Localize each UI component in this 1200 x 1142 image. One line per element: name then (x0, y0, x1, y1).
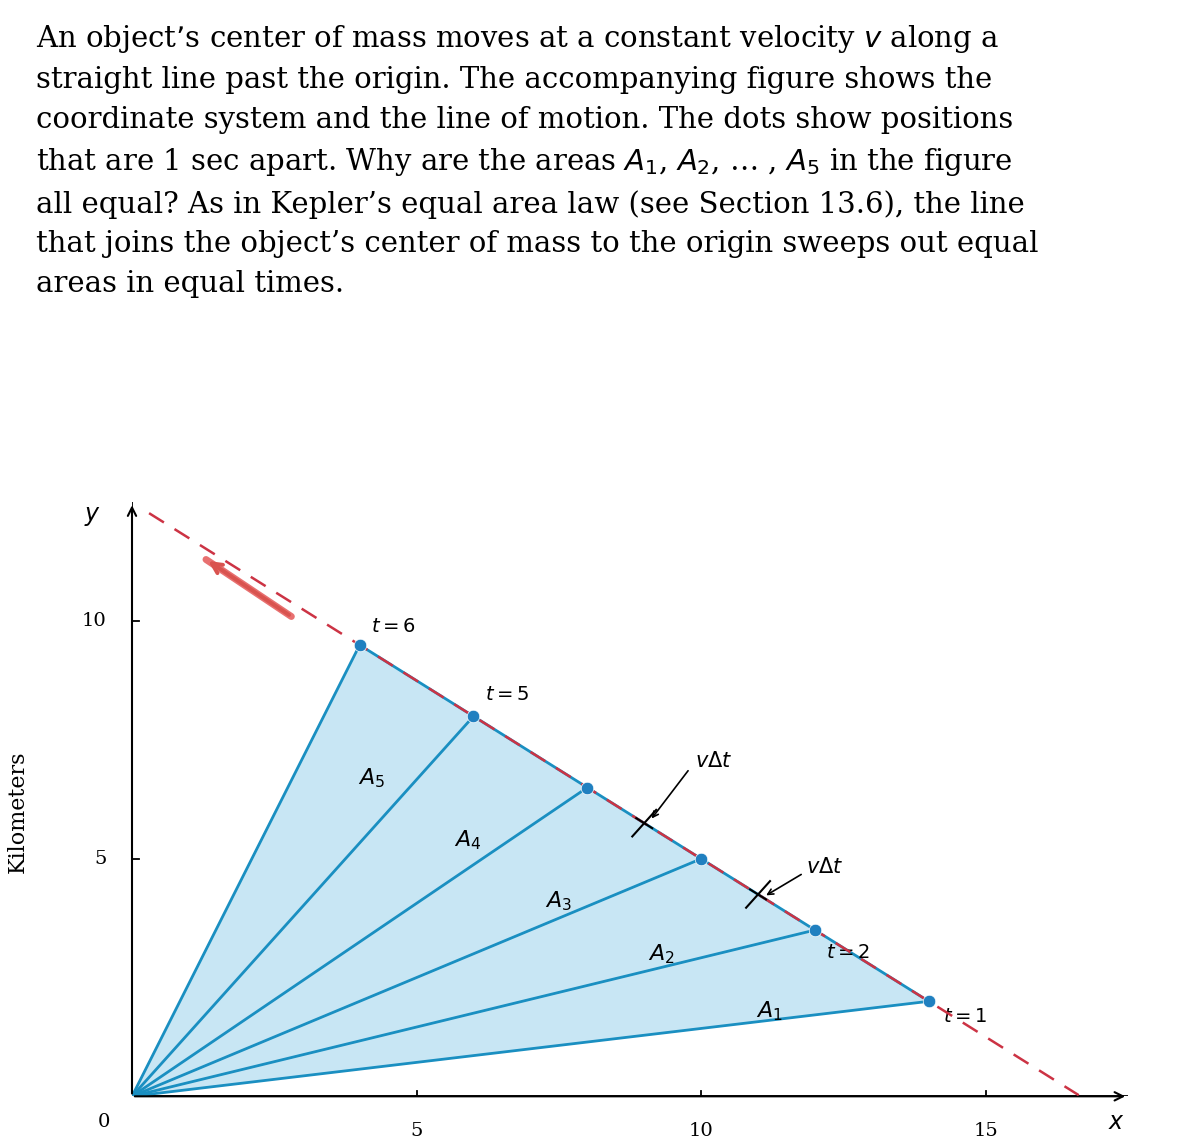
Text: $y$: $y$ (84, 505, 101, 529)
Polygon shape (132, 645, 474, 1096)
Text: An object’s center of mass moves at a constant velocity $v$ along a
straight lin: An object’s center of mass moves at a co… (36, 23, 1038, 298)
Text: $t = 6$: $t = 6$ (371, 618, 415, 635)
Text: $A_3$: $A_3$ (546, 890, 572, 914)
Text: $A_5$: $A_5$ (358, 766, 384, 790)
Text: 10: 10 (82, 612, 107, 630)
Text: Kilometers: Kilometers (7, 750, 29, 872)
Polygon shape (132, 930, 929, 1096)
Text: $x$: $x$ (1109, 1111, 1126, 1134)
Polygon shape (132, 716, 587, 1096)
Polygon shape (132, 788, 701, 1096)
Text: 5: 5 (410, 1123, 422, 1141)
Text: 5: 5 (94, 850, 107, 868)
Polygon shape (132, 859, 815, 1096)
Text: $t = 5$: $t = 5$ (485, 686, 529, 705)
Text: 0: 0 (97, 1113, 109, 1132)
Text: $A_1$: $A_1$ (756, 999, 782, 1022)
Text: $t = 2$: $t = 2$ (827, 944, 870, 963)
Text: $A_4$: $A_4$ (454, 828, 481, 852)
Text: $A_2$: $A_2$ (648, 942, 674, 966)
Text: $v\Delta t$: $v\Delta t$ (696, 751, 733, 771)
Text: 15: 15 (973, 1123, 998, 1141)
Text: $t = 1$: $t = 1$ (943, 1008, 988, 1027)
Text: $v\Delta t$: $v\Delta t$ (806, 858, 844, 877)
Text: 10: 10 (689, 1123, 714, 1141)
